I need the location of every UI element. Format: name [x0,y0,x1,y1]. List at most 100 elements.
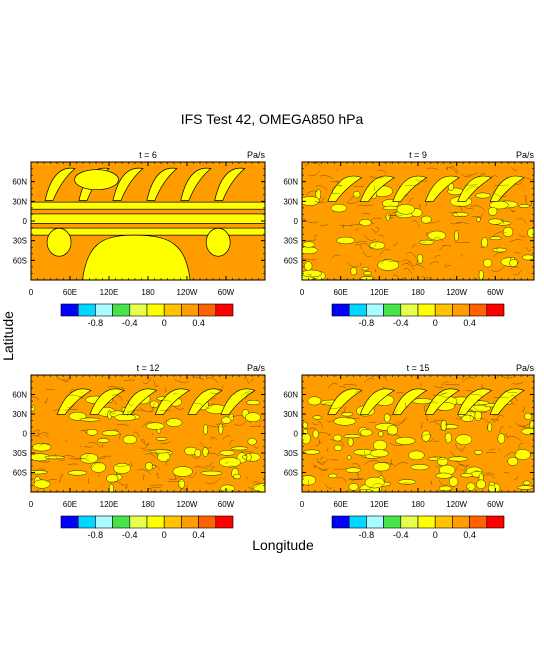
panel-units: Pa/s [247,150,266,160]
colorbar-swatch [348,303,367,317]
colorbar-swatch [215,303,234,317]
colorbar-swatch [469,515,488,529]
x-tick-label: 180 [411,500,425,509]
colorbar-label: -0.4 [122,530,138,540]
colorbar-label: 0 [433,530,438,540]
x-tick-label: 120E [370,288,389,297]
colorbar-swatch [198,515,217,529]
x-tick-label: 180 [141,500,155,509]
colorbar-swatch [348,515,367,529]
colorbar-swatch [129,515,148,529]
colorbar: -0.8 -0.4 0 0.4 [331,303,505,328]
y-tick-label: 30N [12,197,27,206]
y-tick-label: 30S [284,449,298,458]
x-tick-label: 0 [300,288,305,297]
figure-title: IFS Test 42, OMEGA850 hPa [181,111,364,127]
x-tick-label: 60W [487,500,504,509]
colorbar-swatch [486,303,505,317]
x-tick-label: 60E [63,288,77,297]
colorbar-swatch [95,515,113,529]
colorbar-swatch [331,303,350,317]
colorbar-label: 0.4 [463,530,476,540]
x-tick-label: 60W [218,500,235,509]
colorbar-swatch [60,303,79,317]
y-tick-label: 60N [283,178,298,187]
x-tick-label: 120W [177,288,198,297]
x-tick-label: 60E [334,500,348,509]
colorbar-swatch [400,303,419,317]
x-tick-label: 120W [446,288,467,297]
colorbar-label: 0.4 [463,318,476,328]
colorbar-label: -0.8 [88,530,104,540]
colorbar-swatch [181,515,199,529]
colorbar-label: 0.4 [192,530,205,540]
colorbar: -0.8 -0.4 0 0.4 [60,303,234,328]
colorbar-swatch [434,515,453,529]
colorbar-swatch [417,303,436,317]
colorbar-swatch [383,515,402,529]
colorbar-swatch [215,515,234,529]
colorbar-swatch [400,515,419,529]
colorbar-label: -0.4 [122,318,138,328]
panel-4: 0 60E 120E 180 120W 60W 60N 30N 0 30S 60S t = 15 Pa/… [283,363,535,540]
colorbar-swatch [146,303,165,317]
y-tick-label: 30N [12,410,27,419]
y-tick-label: 60S [13,256,27,265]
colorbar-swatch [417,515,436,529]
y-tick-label: 60S [284,256,298,265]
colorbar-swatch [163,303,182,317]
colorbar-label: -0.8 [88,318,104,328]
y-tick-label: 60S [13,469,27,478]
colorbar-label: 0.4 [192,318,205,328]
colorbar-swatch [77,303,96,317]
y-tick-label: 0 [294,217,299,226]
panel-units: Pa/s [516,150,535,160]
x-tick-label: 0 [29,288,34,297]
y-tick-label: 60S [284,469,298,478]
panel-title: t = 6 [139,150,157,160]
y-tick-label: 30S [13,237,27,246]
x-tick-label: 120W [177,500,198,509]
panel-1: 0 60E 120E 180 120W 60W 60N 30N 0 30S 60S t = 6 Pa/s… [12,150,266,328]
colorbar-swatch [452,303,470,317]
y-tick-label: 30N [283,410,298,419]
x-tick-label: 0 [300,500,305,509]
colorbar-swatch [181,303,199,317]
field-contours [31,167,265,280]
colorbar-swatch [366,515,384,529]
panel-3: 0 60E 120E 180 120W 60W 60N 30N 0 30S 60S t = 12 Pa/… [12,363,266,540]
colorbar-label: -0.8 [359,318,375,328]
x-tick-label: 60W [487,288,504,297]
colorbar-swatch [60,515,79,529]
colorbar-label: -0.4 [393,318,409,328]
y-tick-label: 0 [23,430,28,439]
colorbar-swatch [129,303,148,317]
y-tick-label: 30S [13,449,27,458]
y-tick-label: 30S [284,237,298,246]
panel-title: t = 12 [137,363,160,373]
colorbar-label: 0 [162,530,167,540]
colorbar-swatch [95,303,113,317]
x-tick-label: 180 [141,288,155,297]
colorbar-label: -0.4 [393,530,409,540]
y-tick-label: 0 [23,217,28,226]
x-tick-label: 120W [446,500,467,509]
y-tick-label: 60N [283,391,298,400]
colorbar-swatch [366,303,384,317]
panel-title: t = 15 [407,363,430,373]
field-contours [302,375,534,492]
y-tick-label: 60N [12,391,27,400]
panel-2: 0 60E 120E 180 120W 60W 60N 30N 0 30S 60S t = 9 Pa/s… [283,150,535,328]
y-tick-label: 30N [283,197,298,206]
colorbar-swatch [452,515,470,529]
y-axis-label: Latitude [0,311,16,361]
x-tick-label: 60E [63,500,77,509]
colorbar-label: -0.8 [359,530,375,540]
x-tick-label: 120E [100,288,119,297]
colorbar-swatch [163,515,182,529]
x-tick-label: 60W [218,288,235,297]
x-tick-label: 60E [334,288,348,297]
colorbar-swatch [469,303,488,317]
y-tick-label: 60N [12,178,27,187]
